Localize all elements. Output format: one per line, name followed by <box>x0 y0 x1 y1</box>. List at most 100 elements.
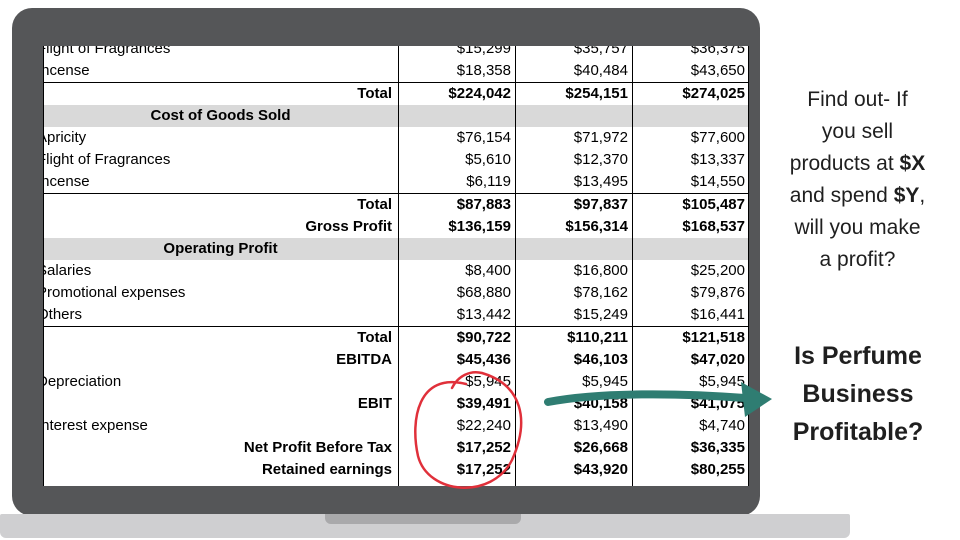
empty-cell <box>632 105 749 127</box>
find-line-6: a profit? <box>819 248 896 271</box>
value-cell-year-2: $78,162 <box>573 284 628 301</box>
value-cell-year-1: $18,358 <box>456 62 511 79</box>
value-cell-year-3: $36,375 <box>690 46 745 57</box>
summary-label: Total <box>233 326 398 349</box>
summary-label: Gross Profit <box>305 218 392 235</box>
table-row: Net Profit Before Tax $17,252 $26,668 $36,3… <box>43 437 749 459</box>
table-row: Total $224,042 $254,151 $274,025 <box>43 82 749 105</box>
summary-label: Total <box>233 82 398 105</box>
summary-label <box>233 371 398 393</box>
value-cell-year-2: $46,103 <box>573 351 628 368</box>
spend-variable: $Y <box>893 184 920 207</box>
headline-line-2: Business <box>802 380 914 408</box>
row-label: Interest expense <box>43 417 148 434</box>
value-cell-year-3: $5,945 <box>699 373 745 390</box>
headline-line-1: Is Perfume <box>794 342 922 370</box>
value-cell-year-3: $105,487 <box>632 193 749 216</box>
value-cell-year-1: $136,159 <box>448 218 511 235</box>
value-cell-year-1: $5,945 <box>465 373 511 390</box>
table-row: Flight of Fragrances $5,610 $12,370 $13,337 <box>43 149 749 171</box>
price-variable: $X <box>899 152 926 175</box>
row-label <box>43 326 233 349</box>
value-cell-year-1: $68,880 <box>456 284 511 301</box>
value-cell-year-2: $254,151 <box>515 82 632 105</box>
value-cell-year-3: $4,740 <box>699 417 745 434</box>
value-cell-year-1: $17,252 <box>456 461 511 478</box>
value-cell-year-3: $77,600 <box>690 129 745 146</box>
table-row: Depreciation $5,945 $5,945 $5,945 <box>43 371 749 393</box>
value-cell-year-1: $13,442 <box>456 306 511 323</box>
value-cell-year-2: $15,249 <box>573 306 628 323</box>
value-cell-year-2: $97,837 <box>515 193 632 216</box>
value-cell-year-3: $13,337 <box>690 151 745 168</box>
row-label: Flight of Fragrances <box>43 151 171 168</box>
value-cell-year-1: $15,299 <box>456 46 511 57</box>
row-label <box>43 349 233 371</box>
value-cell-year-1: $45,436 <box>456 351 511 368</box>
table-row: Flight of Fragrances $15,299 $35,757 $36,37… <box>43 46 749 60</box>
summary-label: Retained earnings <box>261 461 392 478</box>
grid-line <box>748 46 749 486</box>
find-line-5: will you make <box>794 216 921 239</box>
table-row: Salaries $8,400 $16,800 $25,200 <box>43 260 749 282</box>
table-row: Incense $6,119 $13,495 $14,550 <box>43 171 749 194</box>
table-row: EBITDA $45,436 $46,103 $47,020 <box>43 349 749 371</box>
summary-label <box>233 149 398 171</box>
value-cell-year-2: $71,972 <box>573 129 628 146</box>
table-row: Incense $18,358 $40,484 $43,650 <box>43 60 749 83</box>
summary-label <box>233 127 398 149</box>
find-out-text: Find out- If you sell products at $X and… <box>775 84 940 276</box>
row-label: Promotional expenses <box>43 284 186 301</box>
value-cell-year-2: $13,490 <box>573 417 628 434</box>
find-line-3: products at $X <box>775 148 940 180</box>
headline-line-3: Profitable? <box>792 418 924 446</box>
find-line-4: and spend $Y, <box>775 180 940 212</box>
value-cell-year-2: $156,314 <box>565 218 628 235</box>
section-title: Cost of Goods Sold <box>43 105 398 127</box>
section-header-row: Cost of Goods Sold <box>43 105 749 127</box>
row-label: Depreciation <box>43 373 122 390</box>
value-cell-year-1: $87,883 <box>398 193 515 216</box>
row-label: Salaries <box>43 262 92 279</box>
row-label: Flight of Fragrances <box>43 46 171 57</box>
row-label <box>43 437 233 459</box>
value-cell-year-3: $16,441 <box>690 306 745 323</box>
value-cell-year-3: $41,075 <box>690 395 745 412</box>
value-cell-year-2: $43,920 <box>573 461 628 478</box>
table-row: Total $90,722 $110,211 $121,518 <box>43 326 749 349</box>
row-label: Incense <box>43 62 90 79</box>
value-cell-year-2: $13,495 <box>573 173 628 190</box>
table-row: Gross Profit $136,159 $156,314 $168,537 <box>43 216 749 238</box>
empty-cell <box>398 105 515 127</box>
laptop-screen: Flight of Fragrances $15,299 $35,757 $36,37… <box>43 46 749 486</box>
table-row: EBIT $39,491 $40,158 $41,075 <box>43 393 749 415</box>
value-cell-year-2: $40,484 <box>573 62 628 79</box>
value-cell-year-3: $43,650 <box>690 62 745 79</box>
value-cell-year-3: $47,020 <box>690 351 745 368</box>
summary-label: Net Profit Before Tax <box>243 439 392 456</box>
table-row: Promotional expenses $68,880 $78,162 $79,87… <box>43 282 749 304</box>
value-cell-year-3: $25,200 <box>690 262 745 279</box>
value-cell-year-2: $16,800 <box>573 262 628 279</box>
value-cell-year-1: $6,119 <box>466 173 511 190</box>
row-label <box>43 82 233 105</box>
value-cell-year-3: $80,255 <box>690 461 745 478</box>
value-cell-year-2: $35,757 <box>573 46 628 57</box>
table-row: Interest expense $22,240 $13,490 $4,740 <box>43 415 749 437</box>
row-label <box>43 193 233 216</box>
grid-line <box>632 46 633 486</box>
summary-label <box>233 171 398 194</box>
grid-line <box>43 46 44 486</box>
empty-cell <box>398 238 515 260</box>
value-cell-year-3: $79,876 <box>690 284 745 301</box>
value-cell-year-2: $110,211 <box>515 326 632 349</box>
laptop-frame: Flight of Fragrances $15,299 $35,757 $36,37… <box>12 8 760 516</box>
value-cell-year-1: $39,491 <box>456 395 511 412</box>
row-label: Others <box>43 306 83 323</box>
grid-line <box>398 46 399 486</box>
value-cell-year-2: $5,945 <box>582 373 628 390</box>
table-row: Others $13,442 $15,249 $16,441 <box>43 304 749 327</box>
empty-cell <box>632 238 749 260</box>
find-line-3-text: products at <box>789 152 900 175</box>
income-statement-table: Flight of Fragrances $15,299 $35,757 $36,37… <box>43 46 749 481</box>
